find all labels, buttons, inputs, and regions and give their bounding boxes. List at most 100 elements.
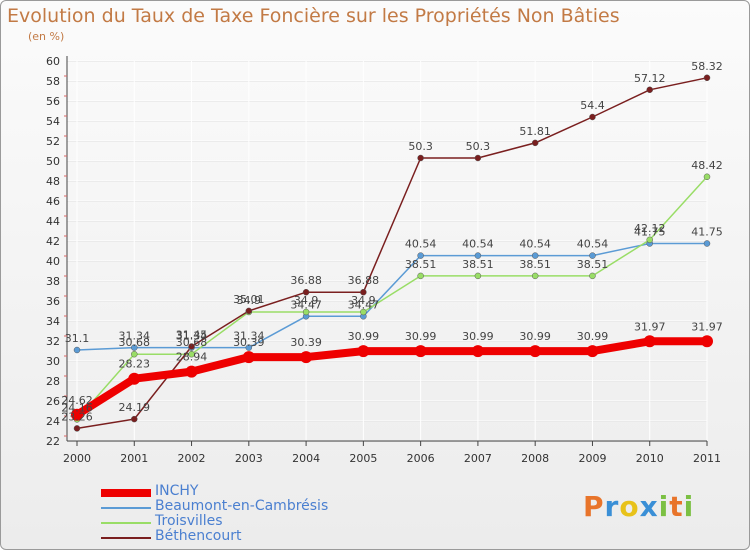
data-point bbox=[128, 372, 141, 385]
data-point bbox=[417, 252, 424, 259]
x-tick-label: 2009 bbox=[578, 452, 606, 465]
y-tick-label: 50 bbox=[46, 155, 60, 168]
y-tick-label: 60 bbox=[46, 55, 60, 68]
data-label: 36.88 bbox=[290, 274, 322, 287]
legend-swatch bbox=[101, 521, 151, 524]
data-label: 40.54 bbox=[462, 238, 494, 251]
y-tick-label: 52 bbox=[46, 135, 60, 148]
data-label: 30.39 bbox=[233, 336, 265, 349]
y-tick-label: 34 bbox=[46, 315, 60, 328]
data-label: 41.75 bbox=[634, 226, 666, 239]
chart-title: Evolution du Taux de Taxe Foncière sur l… bbox=[7, 5, 620, 27]
series-line-1 bbox=[76, 242, 708, 351]
legend-label: INCHY bbox=[155, 483, 199, 499]
y-tick-label: 36 bbox=[46, 295, 60, 308]
data-label: 34.9 bbox=[294, 294, 319, 307]
data-label: 31.97 bbox=[634, 320, 666, 333]
x-tick-label: 2005 bbox=[349, 452, 377, 465]
data-point bbox=[417, 272, 424, 280]
data-label: 38.51 bbox=[577, 258, 609, 271]
data-label: 24.62 bbox=[61, 394, 93, 407]
data-point bbox=[703, 173, 711, 181]
data-label: 23.26 bbox=[61, 410, 93, 423]
data-label: 40.54 bbox=[405, 238, 437, 251]
data-label: 36.88 bbox=[348, 274, 380, 287]
data-label: 31.34 bbox=[233, 330, 265, 343]
data-label: 31.34 bbox=[176, 330, 208, 343]
y-tick-label: 48 bbox=[46, 175, 60, 188]
data-point bbox=[646, 86, 653, 94]
data-label: 31.1 bbox=[65, 332, 90, 345]
data-point bbox=[357, 345, 370, 358]
y-tick-label: 56 bbox=[46, 95, 60, 108]
data-label: 34.9 bbox=[351, 294, 376, 307]
data-point bbox=[73, 346, 81, 354]
data-label: 38.51 bbox=[405, 258, 437, 271]
x-tick-label: 2011 bbox=[693, 452, 721, 465]
data-label: 41.75 bbox=[691, 226, 723, 239]
data-label: 50.3 bbox=[408, 140, 433, 153]
data-point bbox=[589, 272, 596, 280]
y-tick-label: 22 bbox=[46, 435, 60, 448]
y-tick-label: 30 bbox=[46, 355, 60, 368]
data-label: 58.32 bbox=[691, 60, 723, 73]
data-label: 31.34 bbox=[119, 330, 151, 343]
data-point bbox=[245, 307, 253, 315]
legend-label: Béthencourt bbox=[155, 528, 242, 544]
data-point bbox=[302, 288, 310, 296]
data-point bbox=[188, 350, 195, 358]
data-label: 40.54 bbox=[519, 238, 551, 251]
data-point bbox=[643, 335, 656, 348]
data-point bbox=[531, 252, 539, 259]
x-tick-label: 2000 bbox=[63, 452, 91, 465]
y-tick-label: 40 bbox=[46, 255, 60, 268]
y-tick-label: 38 bbox=[46, 275, 60, 288]
data-label: 30.99 bbox=[405, 330, 437, 343]
data-labels: 31.1 31.34 31.34 31.34 34.47 34.47 40.54 40.54 4… bbox=[61, 60, 723, 424]
series-lines bbox=[73, 77, 711, 430]
x-tick-label: 2003 bbox=[235, 452, 263, 465]
data-point bbox=[474, 154, 482, 162]
data-point bbox=[245, 344, 253, 351]
data-label: 30.39 bbox=[290, 336, 322, 349]
y-tick-label: 54 bbox=[46, 115, 60, 128]
x-tick-label: 2007 bbox=[464, 452, 492, 465]
data-label: 30.99 bbox=[462, 330, 494, 343]
x-tick-label: 2004 bbox=[292, 452, 320, 465]
y-unit-label: (en %) bbox=[28, 30, 65, 43]
data-point bbox=[529, 345, 542, 358]
data-point bbox=[474, 252, 482, 259]
y-tick-label: 32 bbox=[46, 335, 60, 348]
data-label: 30.99 bbox=[519, 330, 551, 343]
x-tick-label: 2001 bbox=[120, 452, 148, 465]
data-label: 51.81 bbox=[519, 125, 551, 138]
data-label: 30.68 bbox=[176, 336, 208, 349]
data-point bbox=[188, 343, 195, 350]
y-tick-label: 26 bbox=[46, 395, 60, 408]
data-label: 28.23 bbox=[119, 358, 151, 371]
x-tick-label: 2006 bbox=[407, 452, 435, 465]
data-label: 30.99 bbox=[348, 330, 380, 343]
data-point bbox=[703, 240, 711, 247]
data-point bbox=[589, 252, 596, 259]
data-label: 28.94 bbox=[176, 351, 208, 364]
data-point bbox=[71, 408, 83, 421]
data-point bbox=[73, 425, 81, 432]
data-label: 38.51 bbox=[519, 258, 551, 271]
data-label: 38.51 bbox=[462, 258, 494, 271]
data-label: 54.4 bbox=[580, 99, 605, 112]
legend-swatch bbox=[101, 536, 151, 539]
data-label: 24.19 bbox=[119, 401, 151, 414]
x-tick-label: 2010 bbox=[636, 452, 664, 465]
legend-label: Troisvilles bbox=[155, 513, 223, 529]
y-tick-label: 42 bbox=[46, 235, 60, 248]
data-point bbox=[185, 365, 198, 378]
data-point bbox=[703, 74, 711, 82]
data-point bbox=[417, 154, 424, 162]
data-label: 48.42 bbox=[691, 159, 723, 172]
brand-logo: Proxiti bbox=[583, 490, 695, 523]
data-label: 30.68 bbox=[119, 336, 151, 349]
data-point bbox=[131, 415, 138, 423]
